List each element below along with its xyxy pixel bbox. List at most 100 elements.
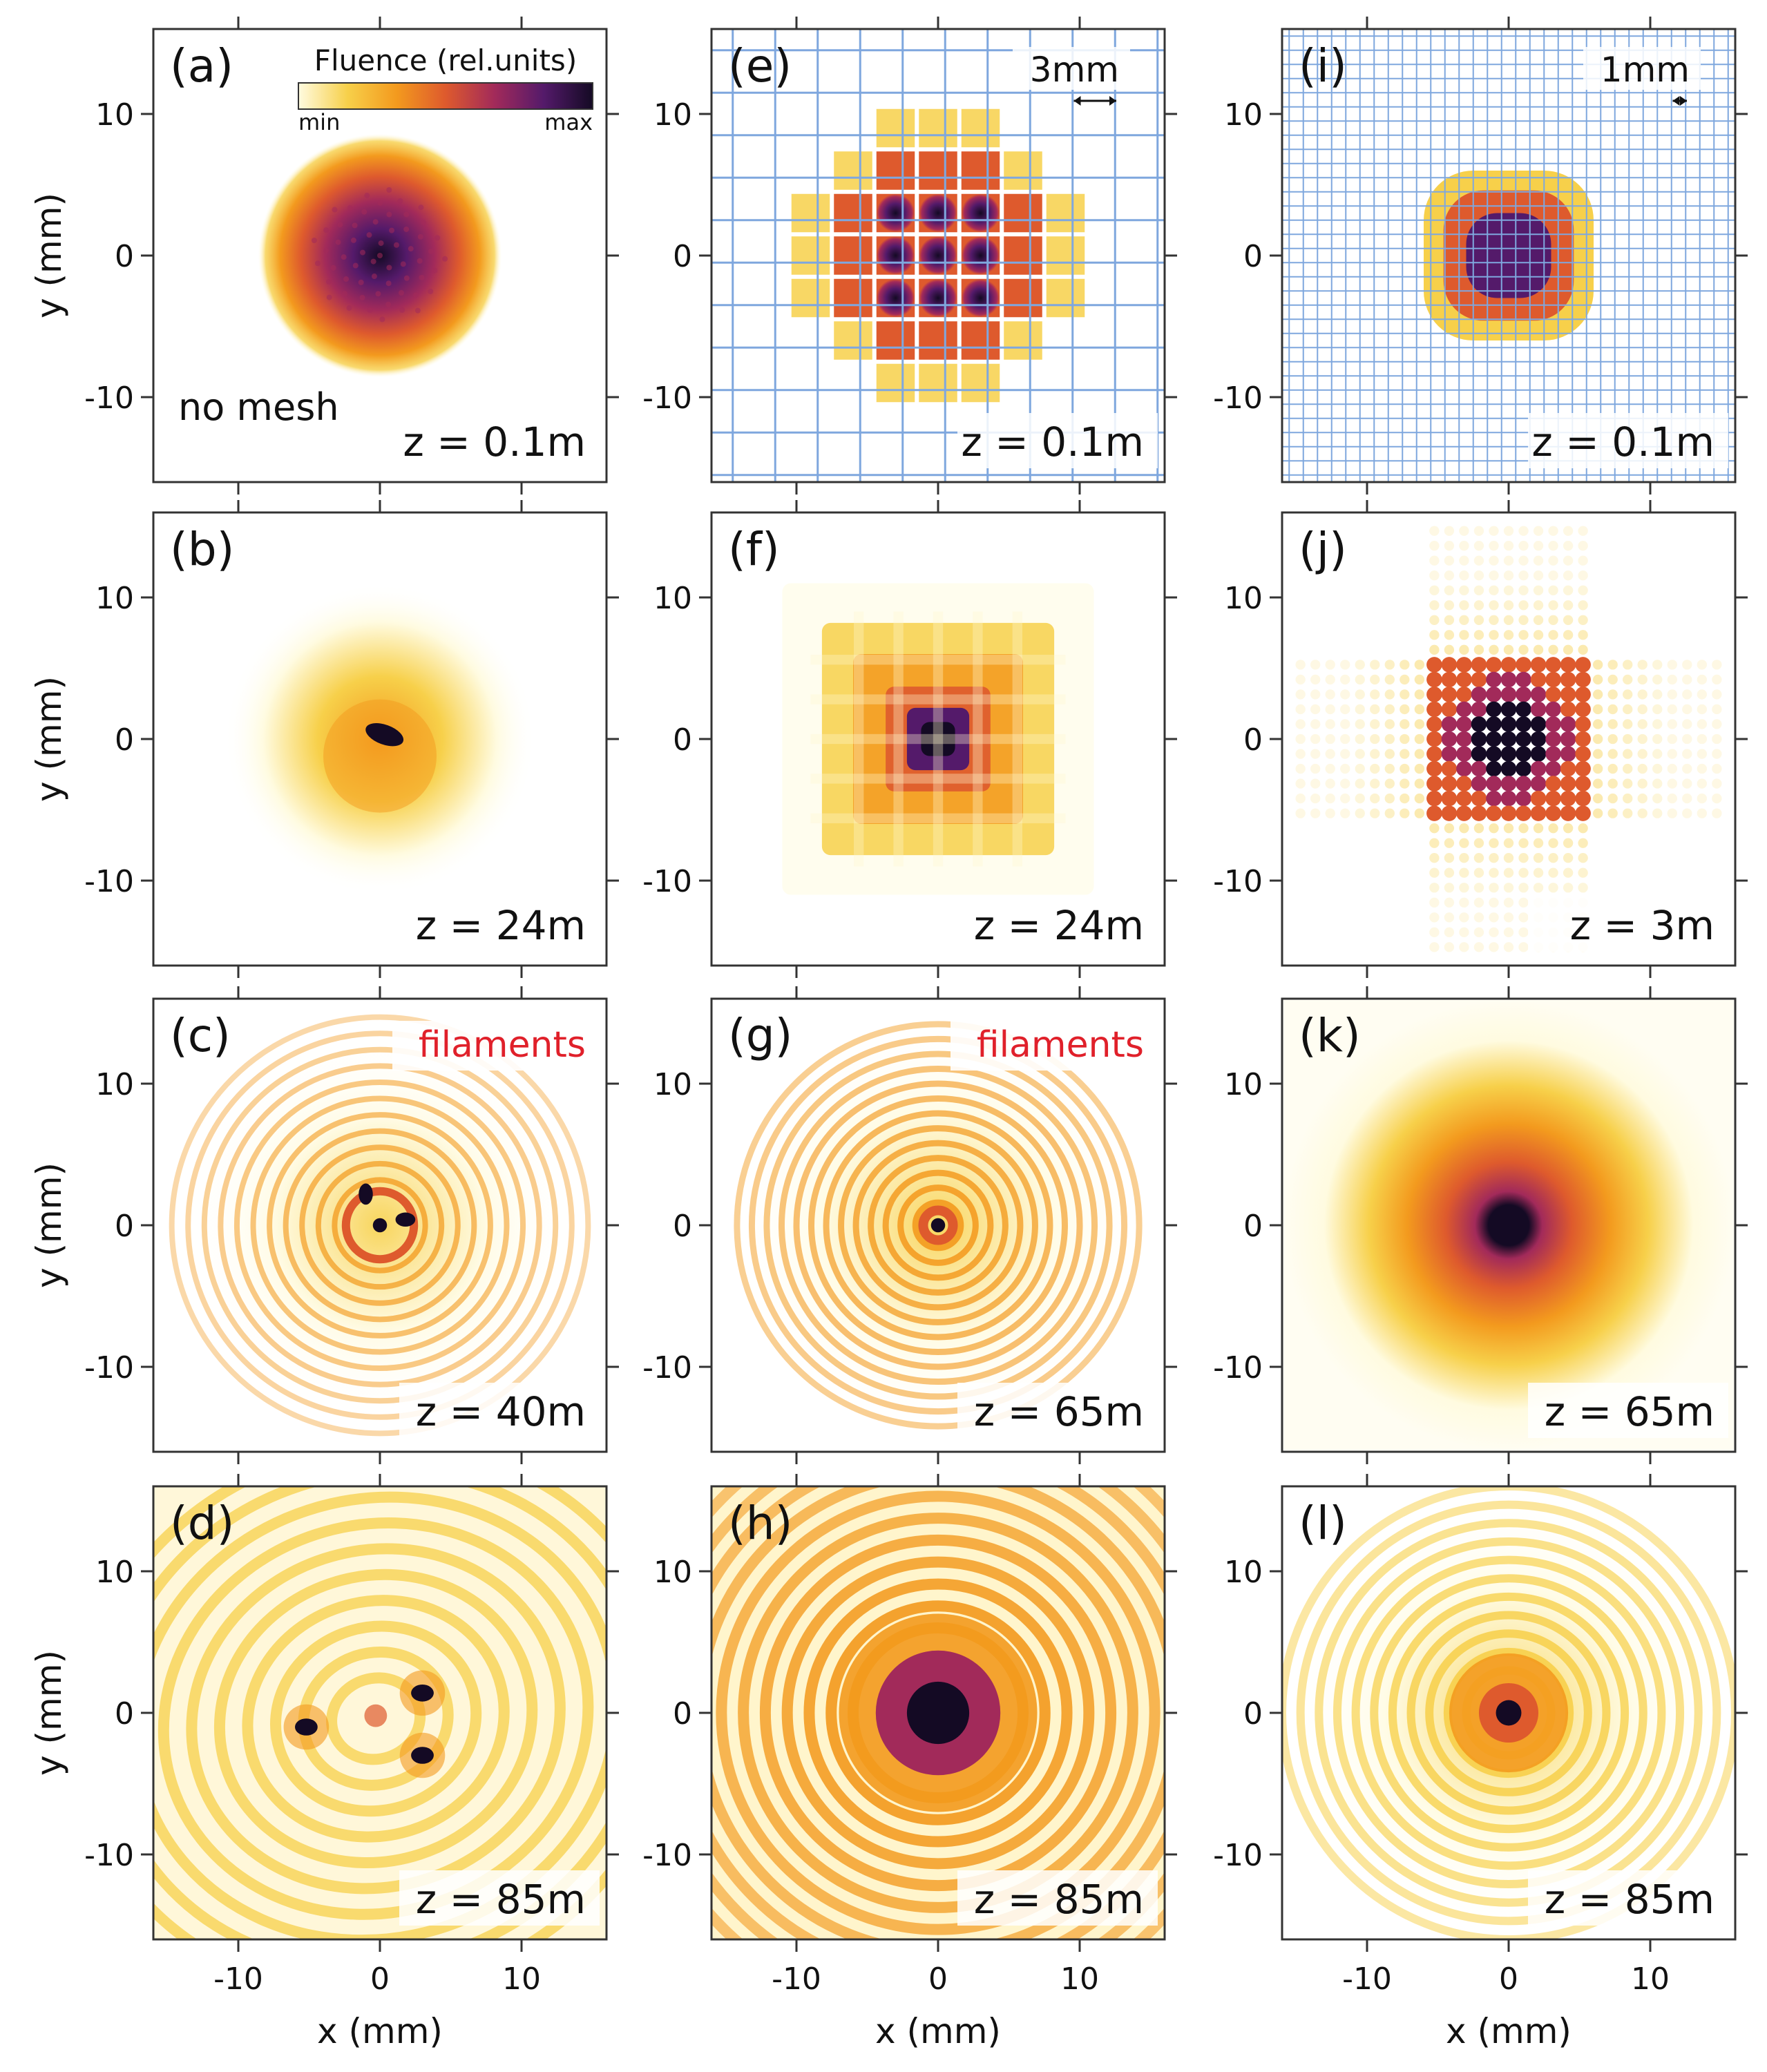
y-tick-label: 10	[653, 1067, 692, 1102]
y-tick-label: -10	[642, 1838, 692, 1873]
x-axis-title: x (mm)	[1446, 2011, 1572, 2051]
diffraction-ring	[185, 1030, 575, 1420]
diffraction-ring	[838, 1125, 1038, 1325]
y-tick-label: -10	[642, 1350, 692, 1385]
y-tick-label: 0	[115, 1696, 134, 1732]
y-tick-label: 0	[673, 1209, 692, 1244]
panel-g: 10 0 -10 (g) z = 65m filaments	[642, 986, 1177, 1464]
x-tick-label: -10	[213, 1961, 263, 1997]
y-tick-label: -10	[1213, 864, 1263, 899]
diffraction-ring	[823, 1110, 1053, 1341]
fluence-map	[782, 583, 1094, 895]
y-tick-label: -10	[642, 864, 692, 899]
fluence-map	[1282, 29, 1735, 482]
y-tick-label: 10	[653, 1555, 692, 1590]
diffraction-ring	[1296, 1500, 1721, 1926]
z-position-label: z = 0.1m	[1531, 419, 1715, 466]
scale-bar-label: 1mm	[1601, 50, 1690, 90]
fluence-map	[725, 1013, 1151, 1438]
diffraction-ring	[781, 1556, 1095, 1870]
diffraction-ring	[218, 1063, 542, 1388]
y-tick-label: -10	[1213, 1838, 1263, 1873]
panel-i: 10 0 -10 (i) z = 0.1m 1mm	[1213, 17, 1748, 495]
y-axis-title: y (mm)	[29, 193, 69, 318]
diffraction-ring	[233, 1079, 526, 1372]
y-tick-label: 10	[1224, 1067, 1263, 1102]
y-tick-label: -10	[84, 1838, 134, 1873]
scale-bar-label: 3mm	[1030, 50, 1119, 90]
z-position-label: z = 0.1m	[403, 419, 586, 466]
diffraction-ring	[250, 1095, 510, 1355]
diffraction-ring	[734, 1021, 1143, 1430]
x-axis-title: x (mm)	[317, 2011, 443, 2051]
z-position-label: z = 85m	[974, 1876, 1144, 1923]
fluence-map	[1295, 526, 1722, 952]
diffraction-ring	[1388, 1592, 1630, 1834]
panel-e: 10 0 -10 (e) z = 0.1m 3mm	[642, 17, 1177, 495]
y-tick-label: 10	[653, 97, 692, 133]
y-tick-label: 10	[653, 581, 692, 616]
panel-letter: (k)	[1299, 1009, 1361, 1062]
diffraction-ring	[1370, 1574, 1647, 1852]
z-position-label: z = 65m	[974, 1388, 1144, 1435]
y-tick-label: 0	[1243, 239, 1263, 274]
z-position-label: z = 40m	[416, 1388, 586, 1435]
panel-l: 10 0 -10 -10 0 10 x (mm) (l) z = 85m	[1213, 1474, 1748, 2051]
diffraction-ring	[868, 1155, 1009, 1296]
x-tick-label: 0	[370, 1961, 390, 1997]
panel-b: 10 0 -10 y (mm) (b) z = 24m	[29, 500, 619, 978]
diffraction-ring	[1406, 1611, 1611, 1815]
y-tick-label: 0	[673, 722, 692, 758]
y-tick-label: 0	[673, 1696, 692, 1732]
diffraction-ring	[748, 1035, 1128, 1415]
panel-j: 10 0 -10 (j) z = 3m	[1213, 500, 1748, 978]
y-tick-label: 0	[115, 1209, 134, 1244]
panel-letter: (f)	[728, 523, 780, 576]
y-tick-label: 10	[95, 1067, 134, 1102]
y-tick-label: 0	[1243, 722, 1263, 758]
diffraction-ring	[1443, 1647, 1574, 1778]
fluence-map	[258, 133, 502, 378]
y-axis-title: y (mm)	[29, 1650, 69, 1776]
filaments-note: filaments	[977, 1024, 1144, 1066]
z-position-label: z = 65m	[1545, 1388, 1715, 1435]
diffraction-ring	[738, 1513, 1138, 1913]
y-tick-label: 0	[1243, 1696, 1263, 1732]
y-tick-label: -10	[1213, 381, 1263, 416]
y-tick-label: -10	[84, 1350, 134, 1385]
y-tick-label: 0	[673, 239, 692, 274]
diffraction-ring	[759, 1534, 1117, 1892]
colorbar	[298, 82, 593, 110]
y-tick-label: -10	[84, 381, 134, 416]
panel-letter: (i)	[1299, 39, 1347, 93]
panel-letter: (j)	[1299, 523, 1347, 576]
y-tick-label: 0	[115, 239, 134, 274]
x-tick-label: 0	[1499, 1961, 1518, 1997]
y-tick-label: 10	[1224, 1555, 1263, 1590]
y-tick-label: -10	[642, 381, 692, 416]
diffraction-ring	[299, 1144, 461, 1306]
panel-h: 10 0 -10 -10 0 10 x (mm) (h) z = 85m	[642, 1474, 1177, 2051]
panel-letter: (d)	[170, 1497, 234, 1550]
panel-letter: (l)	[1299, 1497, 1347, 1550]
diffraction-ring	[315, 1160, 445, 1290]
diffraction-ring	[169, 1014, 591, 1437]
diffraction-ring	[1333, 1537, 1685, 1889]
diffraction-ring	[1425, 1629, 1592, 1796]
no-mesh-note: no mesh	[178, 385, 339, 429]
x-tick-label: 10	[1631, 1961, 1670, 1997]
diffraction-ring	[201, 1046, 559, 1404]
fluence-map	[224, 583, 536, 895]
x-tick-label: -10	[1342, 1961, 1392, 1997]
colorbar-min-label: min	[298, 109, 340, 135]
x-axis-title: x (mm)	[875, 2011, 1001, 2051]
panel-a: 10 0 -10 y (mm) (a) z = 0.1m no mesh Fluence (r…	[29, 17, 619, 495]
panel-letter: (g)	[728, 1009, 792, 1062]
colorbar-max-label: max	[544, 109, 593, 135]
y-tick-label: 10	[1224, 581, 1263, 616]
diffraction-ring	[825, 1600, 1051, 1825]
panel-letter: (h)	[728, 1497, 792, 1550]
diffraction-ring	[793, 1080, 1083, 1370]
x-tick-label: 10	[1060, 1961, 1099, 1997]
